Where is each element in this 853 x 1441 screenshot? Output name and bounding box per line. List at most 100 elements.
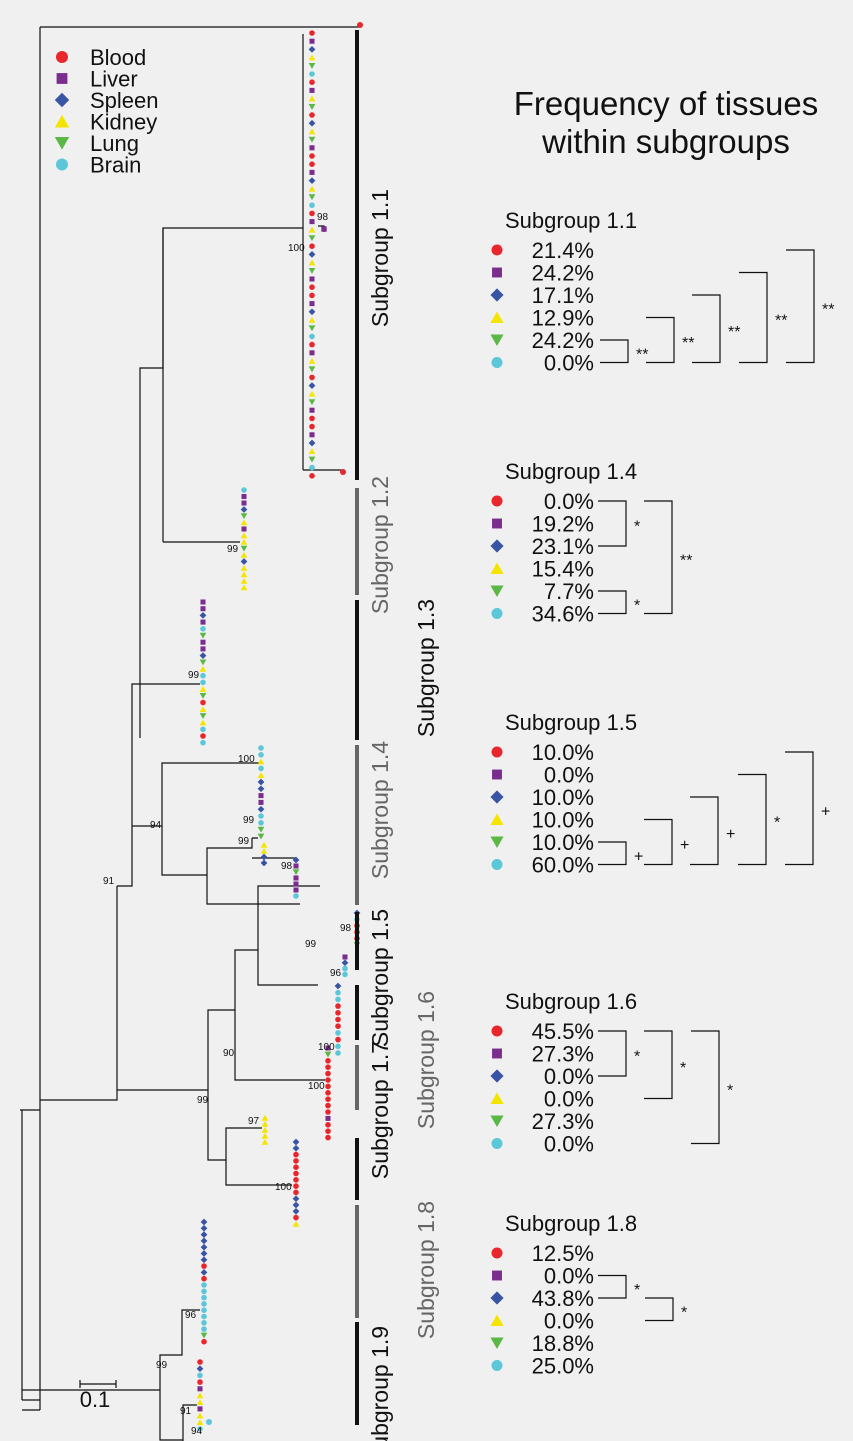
significance-mark: * — [634, 597, 640, 614]
significance-bracket — [690, 796, 719, 866]
bootstrap-value: 94 — [191, 1426, 203, 1437]
panel-marker-spleen — [490, 288, 504, 302]
significance-bracket — [644, 818, 673, 866]
subgroup-kidney-tip — [261, 1120, 269, 1127]
subgroup-14a-tip — [257, 826, 265, 833]
bootstrap-value: 98 — [317, 212, 329, 223]
subgroup-13-tip — [200, 599, 206, 605]
significance-bracket — [691, 1030, 720, 1145]
subgroup-14b-tip — [260, 847, 268, 854]
tree-branch-mid — [131, 683, 140, 826]
subgroup-19a-tip — [200, 1224, 208, 1232]
subgroup-18-tip — [293, 1164, 299, 1170]
subgroup-19a-tip — [201, 1263, 207, 1269]
subgroup-14c-tip — [293, 881, 299, 887]
subgroup-14a-tip — [257, 778, 265, 786]
subgroup-11-tip — [309, 38, 315, 44]
subgroup-13-tip — [200, 699, 206, 706]
subgroup-14a-tip — [258, 793, 264, 799]
panel-marker-blood — [491, 1025, 503, 1037]
subgroup-19a-tip — [200, 1237, 208, 1245]
subgroup-19a-tip — [200, 1256, 208, 1264]
panel-marker-lung — [490, 1337, 504, 1350]
root-tip — [357, 22, 363, 28]
subgroup-14a-tip — [258, 820, 264, 826]
subgroup-13-tip — [199, 632, 207, 639]
subgroup-11-tip — [309, 210, 315, 217]
significance-bracket — [644, 1030, 673, 1100]
subgroup-label: Subgroup 1.7 — [367, 1041, 393, 1179]
panel-marker-spleen — [490, 1069, 504, 1083]
subgroup-12-tip — [240, 571, 248, 578]
subgroup-11-tip — [308, 382, 316, 389]
subgroup-13-tip — [200, 619, 206, 625]
subgroup-label: Subgroup 1.8 — [413, 1201, 439, 1339]
subgroup-19a-tip — [201, 1338, 207, 1345]
subgroup-11-tip — [309, 415, 315, 422]
subgroup-12-tip — [241, 526, 247, 532]
legend-marker-spleen — [54, 92, 70, 108]
significance-bracket — [645, 1297, 674, 1322]
subgroup-17-tip — [325, 1122, 331, 1128]
panel-marker-liver — [492, 267, 502, 278]
subgroup-14a-tip — [258, 765, 264, 772]
significance-bracket — [598, 590, 627, 615]
subgroup-17-tip — [325, 1090, 331, 1096]
significance-mark: ** — [636, 346, 648, 363]
subgroup-11-tip — [309, 333, 315, 340]
subgroup-13-tip — [200, 726, 206, 733]
subgroup-12-tip — [240, 577, 248, 584]
subgroup-11-tip — [308, 456, 316, 463]
significance-mark: * — [634, 1049, 640, 1066]
bootstrap-value: 100 — [238, 754, 255, 765]
significance-bracket — [644, 500, 673, 615]
significance-bracket — [598, 500, 627, 547]
panel-marker-blood — [491, 495, 503, 507]
subgroup-19a-tip — [200, 1218, 208, 1226]
subgroup-17-tip — [325, 1134, 331, 1141]
subgroup-13-tip — [200, 672, 206, 679]
significance-mark: * — [634, 519, 640, 536]
significance-mark: ** — [775, 313, 787, 330]
subgroup-11-tip — [308, 235, 316, 242]
panel-marker-spleen — [490, 1291, 504, 1305]
bootstrap-value: 99 — [243, 815, 255, 826]
subgroup-18-tip — [293, 1189, 299, 1196]
significance-bracket — [786, 249, 815, 364]
subgroup-13-tip — [200, 639, 206, 645]
subgroup-11-tip — [308, 104, 316, 110]
panel-marker-liver — [492, 518, 502, 529]
significance-bracket — [692, 294, 721, 364]
subgroup-11-tip — [308, 399, 316, 406]
subgroup-11-tip — [309, 145, 315, 151]
significance-bracket — [738, 773, 767, 866]
figure-title-line1: Frequency of tissues — [514, 85, 818, 122]
subgroup-17-tip — [325, 1058, 331, 1064]
panel-value: 10.0% — [532, 740, 594, 765]
subgroup-14c-tip — [293, 893, 299, 899]
subgroup-11-tip — [308, 46, 316, 53]
significance-bracket — [739, 271, 768, 364]
subgroup-14b-tip — [260, 853, 268, 861]
subgroup-11-tip — [309, 79, 315, 85]
subgroup-17-tip — [325, 1083, 331, 1090]
significance-mark: * — [680, 1060, 686, 1077]
panel-marker-lung — [490, 585, 504, 598]
significance-bracket — [785, 751, 814, 866]
subgroup-12-tip — [241, 500, 247, 506]
subgroup-19a-tip — [201, 1326, 207, 1332]
figure-title-line2: within subgroups — [541, 123, 790, 160]
subgroup-11-tip — [308, 95, 316, 102]
subgroup-17-tip — [325, 1045, 331, 1051]
subgroup-19b-tip — [197, 1386, 203, 1392]
subgroup-label: Subgroup 1.4 — [367, 741, 393, 879]
significance-mark: + — [680, 837, 689, 854]
subgroup-18-tip — [292, 1138, 300, 1146]
panel-marker-brain — [491, 859, 503, 870]
subgroup-11-tip — [309, 202, 315, 208]
subgroup-13-tip — [199, 665, 207, 672]
tree-branch-11-stem — [302, 34, 343, 471]
bootstrap-value: 98 — [281, 861, 293, 872]
